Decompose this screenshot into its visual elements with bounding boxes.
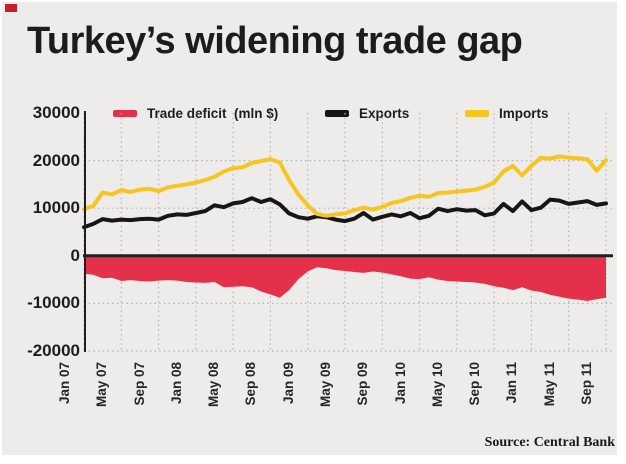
imports-swatch — [465, 109, 489, 117]
x-axis-label: Sep 07 — [131, 362, 147, 406]
y-axis-label: 20000 — [32, 150, 80, 170]
x-axis-label: May 07 — [94, 362, 110, 408]
x-axis-label: May 08 — [206, 362, 222, 408]
trade-deficit-area — [84, 255, 606, 301]
x-axis-label: Jan 09 — [280, 362, 296, 405]
legend-item-imports: Imports — [465, 103, 549, 123]
y-axis-label: 30000 — [32, 103, 80, 122]
imports-label: Imports — [499, 105, 549, 121]
y-axis-label: 0 — [70, 245, 80, 265]
imports-line — [82, 154, 608, 218]
trade-deficit-swatch — [113, 109, 137, 117]
x-axis-label: May 11 — [541, 362, 557, 407]
exports-swatch — [325, 109, 349, 117]
trade-deficit-label: Trade deficit (mln $) — [147, 105, 279, 121]
x-axis-label: Jan 08 — [168, 362, 184, 405]
y-axis-label: -20000 — [27, 341, 80, 360]
x-axis-label: Jan 07 — [57, 362, 72, 405]
exports-line — [82, 196, 608, 230]
y-axis-label: 10000 — [32, 198, 80, 218]
y-axis-label: -10000 — [27, 293, 80, 313]
x-axis-label: May 09 — [318, 362, 333, 408]
x-axis-label: Sep 11 — [579, 362, 594, 405]
source-note: Source: Central Bank — [484, 435, 615, 450]
exports-label: Exports — [359, 105, 410, 121]
x-axis-label: Sep 10 — [467, 362, 483, 406]
legend-item-exports: Exports — [325, 103, 409, 123]
x-axis-label: Jan 11 — [504, 362, 520, 404]
chart-background-panel — [2, 2, 617, 455]
brand-mark — [5, 4, 17, 12]
x-axis-label: Sep 09 — [355, 362, 371, 406]
page-title: Turkey’s widening trade gap — [27, 20, 523, 62]
x-axis-label: Jan 10 — [392, 362, 408, 405]
x-axis-label: Sep 08 — [243, 362, 259, 406]
x-axis-label: May 10 — [429, 362, 445, 408]
legend-item-trade-deficit: Trade deficit (mln $) — [113, 103, 278, 123]
